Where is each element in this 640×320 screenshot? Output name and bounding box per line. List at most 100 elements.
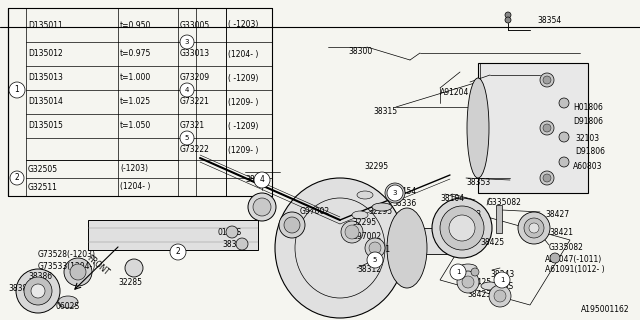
- Text: 38343: 38343: [222, 240, 246, 249]
- Text: E60403: E60403: [452, 210, 481, 219]
- Ellipse shape: [279, 212, 305, 238]
- Text: 38423: 38423: [467, 290, 491, 299]
- Text: t=1.050: t=1.050: [120, 122, 151, 131]
- Circle shape: [543, 76, 551, 84]
- Ellipse shape: [31, 284, 45, 298]
- Ellipse shape: [494, 290, 506, 302]
- Text: ( -1203): ( -1203): [228, 20, 259, 29]
- Circle shape: [550, 253, 560, 263]
- Text: t=0.975: t=0.975: [120, 50, 152, 59]
- Circle shape: [385, 183, 405, 203]
- Text: 5: 5: [185, 135, 189, 141]
- Ellipse shape: [248, 193, 276, 221]
- Text: A60803: A60803: [573, 162, 602, 171]
- Circle shape: [367, 252, 383, 268]
- Circle shape: [9, 82, 25, 98]
- Circle shape: [505, 17, 511, 23]
- Text: G73209: G73209: [180, 74, 210, 83]
- Circle shape: [543, 174, 551, 182]
- Text: G73222: G73222: [180, 146, 210, 155]
- Text: ( -1209): ( -1209): [228, 74, 259, 83]
- Ellipse shape: [24, 277, 52, 305]
- Text: 32295: 32295: [364, 162, 388, 171]
- Circle shape: [450, 264, 466, 280]
- Ellipse shape: [387, 208, 427, 288]
- Ellipse shape: [489, 285, 511, 307]
- Ellipse shape: [58, 296, 78, 308]
- Text: 38425: 38425: [480, 238, 504, 247]
- Text: G32505: G32505: [28, 164, 58, 173]
- Circle shape: [505, 12, 511, 18]
- Circle shape: [226, 226, 238, 238]
- Circle shape: [559, 157, 569, 167]
- Text: 0165S: 0165S: [218, 228, 242, 237]
- Ellipse shape: [481, 282, 499, 290]
- Ellipse shape: [524, 218, 544, 238]
- Text: D135011: D135011: [28, 20, 63, 29]
- Text: 32103: 32103: [575, 134, 599, 143]
- Text: 38340: 38340: [245, 175, 269, 184]
- Ellipse shape: [518, 212, 550, 244]
- Text: H01806: H01806: [573, 103, 603, 112]
- Ellipse shape: [357, 191, 373, 199]
- Text: G335082: G335082: [549, 243, 584, 252]
- Text: G335082: G335082: [487, 198, 522, 207]
- Text: G32511: G32511: [28, 182, 58, 191]
- Ellipse shape: [369, 242, 381, 254]
- Ellipse shape: [70, 264, 86, 280]
- Ellipse shape: [459, 264, 477, 272]
- Ellipse shape: [352, 211, 368, 219]
- Ellipse shape: [372, 203, 392, 211]
- Circle shape: [540, 121, 554, 135]
- Bar: [88, 220, 258, 250]
- Ellipse shape: [449, 215, 475, 241]
- Text: 0165S: 0165S: [490, 282, 514, 291]
- Circle shape: [10, 171, 24, 185]
- Ellipse shape: [467, 78, 489, 178]
- Text: G97002: G97002: [300, 207, 330, 216]
- Circle shape: [543, 124, 551, 132]
- Text: 32285: 32285: [118, 278, 142, 287]
- Text: A195001162: A195001162: [581, 305, 630, 314]
- Circle shape: [387, 185, 403, 201]
- Ellipse shape: [16, 269, 60, 313]
- Text: D135013: D135013: [28, 74, 63, 83]
- Text: 38427: 38427: [545, 210, 569, 219]
- Text: 38343: 38343: [490, 270, 515, 279]
- Circle shape: [180, 83, 194, 97]
- Text: D91806: D91806: [573, 117, 603, 126]
- Circle shape: [540, 73, 554, 87]
- Bar: [407, 228, 462, 254]
- Text: (1204- ): (1204- ): [120, 182, 150, 191]
- Text: D91806: D91806: [575, 147, 605, 156]
- Text: 38380: 38380: [8, 284, 32, 293]
- Text: t=0.950: t=0.950: [120, 20, 152, 29]
- Ellipse shape: [341, 221, 363, 243]
- Text: ( -1209): ( -1209): [228, 122, 259, 131]
- Ellipse shape: [125, 259, 143, 277]
- Text: D135015: D135015: [28, 122, 63, 131]
- Circle shape: [559, 132, 569, 142]
- Text: (1209- ): (1209- ): [228, 98, 259, 107]
- Text: 2: 2: [175, 247, 180, 257]
- Text: A61091(1012- ): A61091(1012- ): [545, 265, 605, 274]
- Bar: [478, 63, 588, 193]
- Text: 38315: 38315: [373, 107, 397, 116]
- Ellipse shape: [432, 198, 492, 258]
- Text: 2: 2: [15, 173, 19, 182]
- Ellipse shape: [253, 198, 271, 216]
- Text: 38104: 38104: [440, 194, 464, 203]
- Circle shape: [559, 98, 569, 108]
- Circle shape: [236, 238, 248, 250]
- Text: G97002: G97002: [352, 232, 382, 241]
- Text: G33005: G33005: [180, 20, 211, 29]
- Text: 1: 1: [15, 85, 19, 94]
- Ellipse shape: [462, 276, 474, 288]
- Text: A21047(-1011): A21047(-1011): [545, 255, 602, 264]
- Text: 5: 5: [373, 257, 377, 263]
- Text: 31454: 31454: [392, 187, 416, 196]
- Ellipse shape: [64, 258, 92, 286]
- Text: 38386: 38386: [28, 272, 52, 281]
- Text: 4: 4: [260, 175, 264, 185]
- Text: D135012: D135012: [28, 50, 63, 59]
